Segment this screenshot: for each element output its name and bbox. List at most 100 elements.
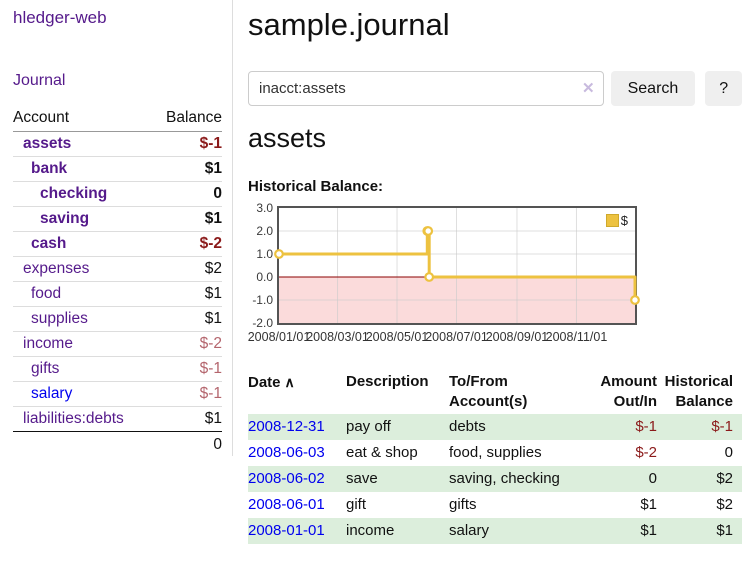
y-tick-label: 0.0 <box>256 270 273 284</box>
register-date-link[interactable]: 2008-12-31 <box>248 418 325 435</box>
balance-chart: 3.0 2.0 1.0 0.0 -1.0 -2.0 $ 2008/01/01 2008/03… <box>247 201 742 348</box>
register-row: 2008-06-02 save saving, checking 0 $2 <box>248 466 742 492</box>
account-link-liabilities-debts[interactable]: liabilities:debts <box>23 410 124 427</box>
y-tick-label: -2.0 <box>252 316 273 330</box>
register-accounts: saving, checking <box>449 470 560 487</box>
account-row: food $1 <box>13 281 222 307</box>
account-row: bank $1 <box>13 156 222 182</box>
account-link-saving[interactable]: saving <box>40 210 90 227</box>
account-balance: 0 <box>151 181 222 207</box>
register-header-amount: Amount Out/In <box>600 373 657 410</box>
main-content: sample.journal ✕ Search ? assets Histori… <box>233 0 742 544</box>
register-balance: 0 <box>724 444 733 461</box>
account-row: assets $-1 <box>13 132 222 157</box>
register-description: eat & shop <box>346 444 418 461</box>
chart-legend: $ <box>603 212 630 229</box>
account-link-supplies[interactable]: supplies <box>31 310 88 327</box>
account-balance: $1 <box>151 206 222 232</box>
register-row: 2008-12-31 pay off debts $-1 $-1 <box>248 414 742 440</box>
y-tick-label: 2.0 <box>256 224 273 238</box>
sort-ascending-icon: ∧ <box>284 374 295 390</box>
search-form: ✕ Search ? <box>248 71 742 106</box>
account-link-salary[interactable]: salary <box>31 385 73 402</box>
register-description: gift <box>346 496 367 513</box>
x-tick-label: 2008/11/01 <box>545 330 608 344</box>
account-row: gifts $-1 <box>13 356 222 382</box>
register-date-link[interactable]: 2008-06-03 <box>248 444 325 461</box>
account-link-income[interactable]: income <box>23 335 73 352</box>
search-input[interactable] <box>248 71 604 106</box>
account-link-assets[interactable]: assets <box>23 135 72 152</box>
register-accounts: gifts <box>449 496 477 513</box>
accounts-table: Account Balance assets $-1 bank $1 checkin… <box>13 106 222 458</box>
register-table: Date ∧ Description To/From Account(s) Amo… <box>248 370 742 544</box>
sidebar: hledger-web Journal Account Balance asse… <box>0 0 233 458</box>
register-description: pay off <box>346 418 391 435</box>
balance-chart-plot-frame: $ <box>274 206 640 325</box>
account-balance: $1 <box>151 281 222 307</box>
account-row: salary $-1 <box>13 381 222 407</box>
accounts-header-balance: Balance <box>151 106 222 132</box>
register-date-link[interactable]: 2008-06-02 <box>248 470 325 487</box>
account-row: saving $1 <box>13 206 222 232</box>
account-row: checking 0 <box>13 181 222 207</box>
account-balance: $-1 <box>199 135 222 152</box>
account-balance: $1 <box>151 156 222 182</box>
account-balance: $1 <box>151 306 222 332</box>
account-link-checking[interactable]: checking <box>40 185 108 202</box>
clear-search-icon[interactable]: ✕ <box>582 80 595 97</box>
register-balance: $2 <box>716 470 733 487</box>
register-amount: $1 <box>640 522 657 539</box>
register-row: 2008-06-01 gift gifts $1 $2 <box>248 492 742 518</box>
x-tick-label: 2008/09/01 <box>485 330 549 344</box>
accounts-header-account: Account <box>13 106 152 132</box>
register-amount: $1 <box>640 496 657 513</box>
y-tick-label: -1.0 <box>252 293 273 307</box>
register-amount: $-1 <box>635 418 657 435</box>
account-link-bank[interactable]: bank <box>31 160 68 177</box>
register-date-link[interactable]: 2008-06-01 <box>248 496 325 513</box>
register-accounts: food, supplies <box>449 444 542 461</box>
register-description: save <box>346 470 378 487</box>
account-link-gifts[interactable]: gifts <box>31 360 60 377</box>
sidebar-item-journal[interactable]: Journal <box>13 72 66 89</box>
x-tick-label: 2008/01/01 <box>247 330 311 344</box>
account-link-cash[interactable]: cash <box>31 235 67 252</box>
register-accounts: debts <box>449 418 486 435</box>
account-title: assets <box>248 123 327 153</box>
register-description: income <box>346 522 395 539</box>
account-balance: $-2 <box>151 331 222 357</box>
x-tick-label: 2008/03/01 <box>306 330 369 344</box>
accounts-total-row: 0 <box>13 431 222 458</box>
account-balance: $-1 <box>151 356 222 382</box>
account-link-expenses[interactable]: expenses <box>23 260 90 277</box>
account-balance: $-1 <box>151 381 222 407</box>
help-button[interactable]: ? <box>705 71 742 106</box>
register-date-link[interactable]: 2008-01-01 <box>248 522 325 539</box>
account-row: cash $-2 <box>13 231 222 257</box>
accounts-total: 0 <box>151 431 222 458</box>
account-row: expenses $2 <box>13 256 222 282</box>
x-tick-label: 2008/07/01 <box>425 330 488 344</box>
chart-title: Historical Balance: <box>248 178 384 195</box>
x-tick-label: 2008/05/01 <box>365 330 429 344</box>
register-accounts: salary <box>449 522 490 539</box>
account-balance: $2 <box>151 256 222 282</box>
search-button[interactable]: Search <box>610 71 696 106</box>
page-title: sample.journal <box>248 7 450 42</box>
account-row: supplies $1 <box>13 306 222 332</box>
account-link-food[interactable]: food <box>31 285 62 302</box>
register-header-accounts: To/From Account(s) <box>449 373 528 410</box>
account-row: income $-2 <box>13 331 222 357</box>
register-row: 2008-06-03 eat & shop food, supplies $-2… <box>248 440 742 466</box>
register-balance: $2 <box>716 496 733 513</box>
register-row: 2008-01-01 income salary $1 $1 <box>248 518 742 544</box>
account-row: liabilities:debts $1 <box>13 406 222 432</box>
y-tick-label: 3.0 <box>256 201 273 215</box>
register-header-date[interactable]: Date ∧ <box>248 374 295 391</box>
account-balance: $-2 <box>151 231 222 257</box>
app-title-link[interactable]: hledger-web <box>13 8 107 27</box>
register-balance: $-1 <box>711 418 733 435</box>
y-tick-label: 1.0 <box>256 247 273 261</box>
legend-label: $ <box>620 213 628 228</box>
